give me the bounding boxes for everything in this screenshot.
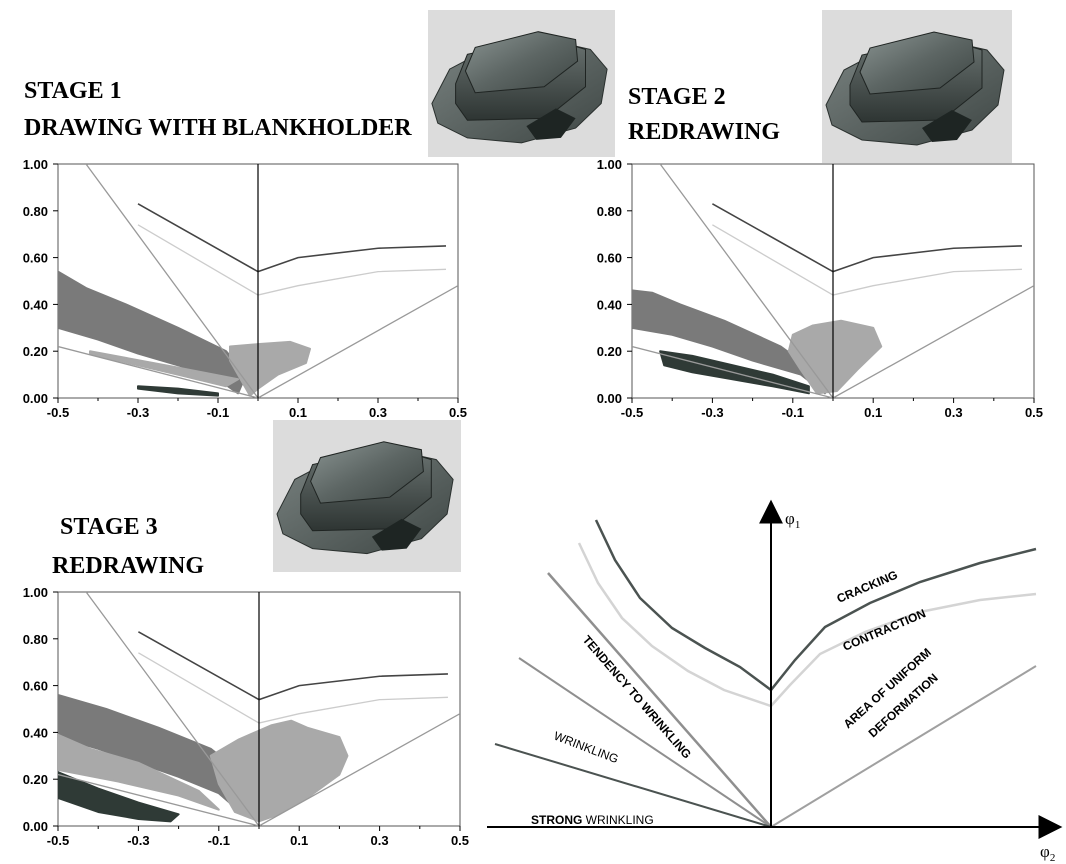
- x-tick-label: 0.1: [289, 405, 307, 420]
- y-tick-label: 0.80: [597, 204, 622, 219]
- cracking-curve: [594, 519, 1037, 692]
- wrinkling-boundary: [85, 164, 259, 398]
- x-tick-label: 0.3: [369, 405, 387, 420]
- contraction-label: CONTRACTION: [841, 606, 928, 654]
- stage3-label: STAGE 3: [60, 514, 158, 540]
- y-tick-label: 0.40: [597, 297, 622, 312]
- part-shadow: [371, 518, 422, 551]
- wrinkling-boundary: [85, 592, 260, 826]
- x-tick-label: -0.5: [47, 833, 69, 848]
- stage1-label: STAGE 1: [24, 78, 122, 104]
- y-tick-label: 0.20: [23, 772, 48, 787]
- x-tick-label: 0.1: [864, 405, 882, 420]
- stage2-label: STAGE 2: [628, 84, 726, 110]
- y-tick-label: 0.20: [597, 344, 622, 359]
- plot-area: [632, 164, 1034, 398]
- contraction-curve: [138, 652, 448, 724]
- forming-limit-curve: [138, 631, 448, 701]
- part-top: [464, 31, 579, 94]
- y-tick-label: 1.00: [597, 157, 622, 172]
- y-tick-label: 0.80: [23, 632, 48, 647]
- strain-point-cloud: [58, 771, 180, 823]
- y-tick-label: 0.20: [23, 344, 48, 359]
- contraction-curve: [712, 224, 1022, 296]
- contraction-curve: [137, 224, 447, 296]
- x-tick-label: 0.3: [371, 833, 389, 848]
- phi2-axis-label: φ2: [1040, 842, 1055, 864]
- x-tick-label: -0.5: [47, 405, 69, 420]
- plot-area: [58, 164, 458, 398]
- x-tick-label: 0.5: [1025, 405, 1043, 420]
- strong-wrinkling-label: STRONG WRINKLING: [531, 813, 654, 827]
- part-shadow: [922, 110, 972, 142]
- y-tick-label: 0.60: [597, 251, 622, 266]
- wrinkling-boundary: [518, 657, 772, 828]
- y-tick-label: 1.00: [23, 585, 48, 600]
- x-tick-label: 0.1: [290, 833, 308, 848]
- uniform-deformation-boundary: [770, 665, 1037, 828]
- stage3-caption: REDRAWING: [52, 553, 204, 579]
- strain-point-cloud: [209, 719, 349, 823]
- x-tick-label: -0.1: [207, 405, 229, 420]
- tendency-to-wrinkling-boundary: [547, 572, 772, 828]
- cracking-label: CRACKING: [835, 568, 900, 606]
- x-tick-label: -0.1: [208, 833, 230, 848]
- deep-drawn-part-image: [822, 10, 1012, 163]
- x-tick-label: -0.1: [782, 405, 804, 420]
- x-tick-label: 0.5: [449, 405, 467, 420]
- x-tick-label: -0.3: [701, 405, 723, 420]
- deep-drawn-part-image: [428, 10, 615, 157]
- forming-limit-curve: [712, 203, 1022, 273]
- y-tick-label: 0.00: [23, 819, 48, 834]
- wrinkling-label: WRINKLING: [552, 729, 621, 766]
- y-tick-label: 0.00: [597, 391, 622, 406]
- stage3-strain-chart: 1.00 0.80 0.60 0.40 0.20 0.00-0.5 -0.3 -0.1 0.1 0…: [23, 585, 469, 848]
- x-tick-label: 0.3: [945, 405, 963, 420]
- y-tick-label: 0.40: [23, 297, 48, 312]
- x-tick-label: -0.5: [621, 405, 643, 420]
- y-tick-label: 0.60: [23, 251, 48, 266]
- tendency-to-wrinkling-label: TENDENCY TO WRINKLING: [580, 633, 694, 762]
- uniform-deformation-boundary: [832, 285, 1034, 398]
- x-tick-label: 0.5: [451, 833, 469, 848]
- x-tick-label: -0.3: [127, 833, 149, 848]
- stage1-caption: DRAWING WITH BLANKHOLDER: [24, 115, 412, 141]
- stage1-strain-chart: 1.00 0.80 0.60 0.40 0.20 0.00-0.5 -0.3 -0.1 0.1 0…: [23, 157, 467, 420]
- strain-point-cloud: [137, 385, 219, 397]
- forming-limit-curve: [137, 203, 447, 273]
- y-tick-label: 0.60: [23, 679, 48, 694]
- y-tick-label: 0.40: [23, 725, 48, 740]
- y-tick-label: 0.00: [23, 391, 48, 406]
- part-top: [310, 441, 424, 504]
- stage2-caption: REDRAWING: [628, 119, 780, 145]
- deep-drawn-part-image: [273, 420, 461, 572]
- forming-limit-diagram: φ1 φ2 CRACKING CONTRACTION AREA OF UNIFO…: [487, 499, 1063, 864]
- wrinkling-boundary: [659, 164, 834, 398]
- stage2-strain-chart: 1.00 0.80 0.60 0.40 0.20 0.00-0.5 -0.3 -0.1 0.1 0…: [597, 157, 1043, 420]
- strain-point-cloud: [58, 733, 220, 811]
- strain-point-cloud: [787, 319, 883, 395]
- x-tick-label: -0.3: [127, 405, 149, 420]
- y-tick-label: 1.00: [23, 157, 48, 172]
- strong-wrinkling-boundary: [494, 743, 772, 828]
- strain-point-cloud: [89, 350, 239, 388]
- part-shadow: [526, 108, 576, 140]
- phi1-axis-label: φ1: [785, 509, 800, 531]
- strong-wrinkling-boundary: [58, 773, 260, 826]
- plot-area: [58, 592, 460, 826]
- part-top: [859, 31, 975, 95]
- y-tick-label: 0.80: [23, 204, 48, 219]
- uniform-deformation-boundary: [258, 713, 460, 826]
- uniform-deformation-boundary: [257, 285, 458, 398]
- strong-wrinkling-boundary: [632, 345, 834, 398]
- strong-wrinkling-boundary: [58, 345, 259, 398]
